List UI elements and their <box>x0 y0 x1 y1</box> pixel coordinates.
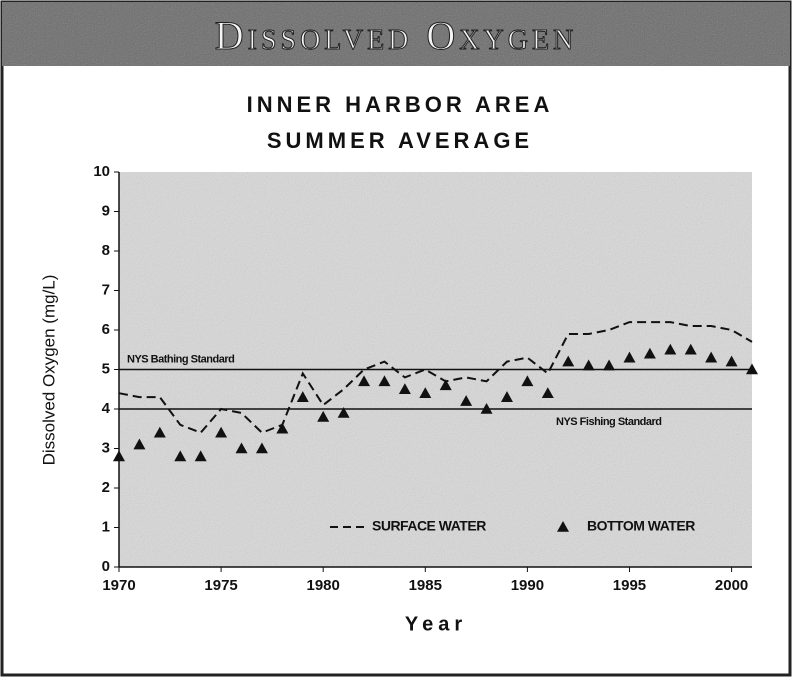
y-tick-label: 10 <box>93 163 110 180</box>
bottom-marker <box>521 375 534 387</box>
y-tick-label: 9 <box>102 202 110 219</box>
x-axis-label: Year <box>405 613 467 635</box>
bottom-marker <box>643 347 656 359</box>
y-tick-label: 0 <box>102 558 110 575</box>
bottom-marker <box>255 442 268 454</box>
bottom-marker <box>419 387 432 398</box>
bottom-marker <box>174 450 187 462</box>
bottom-marker <box>113 450 125 462</box>
y-tick-label: 8 <box>102 242 110 259</box>
x-tick-label: 1995 <box>613 577 646 594</box>
bottom-marker <box>439 379 452 391</box>
x-tick-label: 1985 <box>409 577 442 594</box>
y-tick-label: 1 <box>102 518 110 535</box>
banner-title: Dissolved Oxygen <box>215 13 578 58</box>
bottom-marker <box>664 343 677 355</box>
x-tick-label: 1975 <box>204 577 237 594</box>
x-tick-label: 2000 <box>715 577 748 594</box>
y-tick-label: 7 <box>102 281 110 298</box>
y-tick-label: 5 <box>102 360 110 377</box>
bottom-marker <box>296 391 309 402</box>
y-tick-label: 2 <box>102 479 110 496</box>
x-tick-label: 1980 <box>307 577 340 594</box>
chart-title: INNER HARBOR AREA <box>247 92 554 117</box>
bottom-marker <box>460 395 473 406</box>
legend-swatch <box>557 521 569 532</box>
bottom-marker <box>480 403 493 414</box>
bottom-marker <box>378 375 391 387</box>
bottom-marker <box>684 343 697 355</box>
reference-label: NYS Fishing Standard <box>556 416 662 428</box>
bottom-marker <box>603 359 616 371</box>
bottom-marker <box>582 359 595 371</box>
y-tick-label: 3 <box>102 439 110 456</box>
bottom-marker <box>562 355 575 367</box>
bottom-marker <box>725 355 738 367</box>
bottom-marker <box>398 383 411 395</box>
bottom-marker <box>623 351 636 363</box>
y-axis-label: Dissolved Oxygen (mg/L) <box>39 275 58 466</box>
bottom-marker <box>153 426 166 438</box>
bottom-marker <box>500 391 513 402</box>
y-tick-label: 6 <box>102 321 110 338</box>
bottom-marker <box>235 442 248 454</box>
x-tick-label: 1970 <box>102 577 135 594</box>
bottom-marker <box>276 422 289 434</box>
bottom-marker <box>317 410 330 422</box>
bottom-marker <box>337 406 350 418</box>
bottom-marker <box>358 375 371 387</box>
x-tick-label: 1990 <box>511 577 544 594</box>
y-tick-label: 4 <box>102 400 111 417</box>
legend-label: SURFACE WATER <box>372 518 486 534</box>
bottom-marker <box>194 450 207 462</box>
bottom-marker <box>541 387 554 398</box>
reference-label: NYS Bathing Standard <box>127 353 234 365</box>
chart-subtitle: SUMMER AVERAGE <box>267 128 533 153</box>
bottom-marker <box>133 438 146 450</box>
bottom-marker <box>215 426 228 438</box>
bottom-marker <box>746 363 758 375</box>
banner-texture <box>2 2 790 66</box>
bottom-marker <box>705 351 718 363</box>
surface-line <box>118 321 753 434</box>
legend-label: BOTTOM WATER <box>587 518 695 534</box>
